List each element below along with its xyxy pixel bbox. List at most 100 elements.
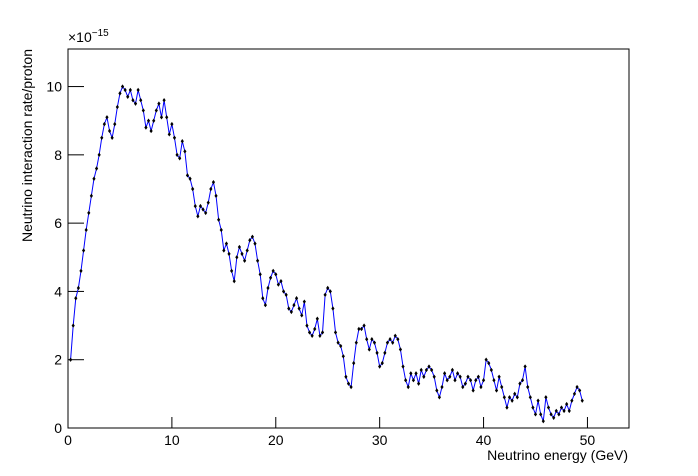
data-point xyxy=(500,384,504,390)
data-point xyxy=(349,384,353,390)
data-point xyxy=(578,388,582,393)
x-axis-label: Neutrino energy (GeV) xyxy=(487,447,628,463)
data-point xyxy=(354,340,358,345)
data-point xyxy=(281,289,286,294)
data-point xyxy=(526,384,530,390)
data-point xyxy=(139,98,143,103)
x-tick-label: 20 xyxy=(268,432,284,448)
y-tick-label: 8 xyxy=(54,147,62,163)
data-point xyxy=(396,337,400,342)
data-point xyxy=(474,377,478,383)
data-point xyxy=(110,135,114,140)
data-point xyxy=(201,207,205,212)
data-point xyxy=(300,313,304,318)
data-point xyxy=(580,398,584,403)
data-point xyxy=(175,152,179,158)
data-point xyxy=(370,337,374,342)
data-point xyxy=(341,354,345,359)
data-point xyxy=(557,412,561,417)
data-point xyxy=(507,395,512,400)
data-point xyxy=(100,135,104,140)
data-point xyxy=(128,87,132,93)
y-tick-label: 0 xyxy=(54,420,62,436)
data-point xyxy=(118,91,122,96)
data-point xyxy=(520,377,525,383)
data-point xyxy=(217,217,221,222)
data-point xyxy=(131,98,135,103)
data-point xyxy=(352,360,356,366)
data-point xyxy=(159,115,164,120)
data-point xyxy=(294,296,299,301)
data-point xyxy=(318,333,322,339)
data-point xyxy=(437,395,442,400)
y-tick-label: 2 xyxy=(54,352,62,368)
data-point xyxy=(149,128,153,134)
data-point xyxy=(365,337,369,342)
data-point xyxy=(232,278,236,284)
data-point xyxy=(94,166,99,171)
data-point xyxy=(152,118,156,123)
data-point xyxy=(113,121,117,127)
data-point xyxy=(533,412,538,417)
data-point xyxy=(310,333,314,339)
data-point xyxy=(442,371,447,376)
x-tick-label: 30 xyxy=(372,432,388,448)
data-point xyxy=(328,289,332,294)
data-point xyxy=(476,374,480,379)
data-point xyxy=(336,340,340,345)
data-point xyxy=(326,285,330,291)
data-point xyxy=(68,357,73,362)
data-point xyxy=(74,296,78,301)
data-point xyxy=(489,367,493,373)
data-point xyxy=(240,251,244,257)
data-point xyxy=(344,374,348,379)
data-point xyxy=(146,118,151,123)
data-point xyxy=(536,398,540,403)
data-point xyxy=(191,186,195,192)
data-point xyxy=(261,296,265,301)
data-point xyxy=(102,121,106,127)
data-point xyxy=(235,255,239,260)
data-point xyxy=(165,115,169,120)
data-point xyxy=(305,323,309,328)
data-point xyxy=(468,377,473,383)
data-point xyxy=(414,371,418,376)
data-point xyxy=(302,299,306,304)
data-point xyxy=(552,415,556,420)
data-point xyxy=(559,405,564,410)
data-point xyxy=(271,268,275,274)
data-point xyxy=(289,309,293,315)
data-point xyxy=(209,186,213,192)
data-point xyxy=(230,268,234,274)
data-point xyxy=(115,104,119,110)
data-point xyxy=(183,149,187,154)
data-point xyxy=(224,241,229,246)
data-point xyxy=(461,384,465,390)
data-point xyxy=(141,108,145,113)
data-point xyxy=(97,152,101,158)
data-point xyxy=(214,193,218,199)
data-point xyxy=(276,282,280,287)
data-point xyxy=(255,258,260,263)
data-point xyxy=(572,391,577,397)
data-point xyxy=(362,323,366,328)
data-point xyxy=(359,326,364,332)
data-point xyxy=(136,87,140,93)
data-point xyxy=(411,377,416,383)
data-point xyxy=(481,377,486,383)
data-point xyxy=(458,374,462,379)
data-point xyxy=(279,278,283,284)
data-point xyxy=(471,388,475,393)
data-point xyxy=(245,248,249,253)
data-point xyxy=(544,395,548,400)
multiplier-base: ×10 xyxy=(68,29,92,45)
data-point xyxy=(320,330,325,335)
data-point xyxy=(188,176,192,181)
data-point xyxy=(479,384,483,390)
data-point xyxy=(448,374,452,379)
data-point xyxy=(380,360,384,366)
data-point xyxy=(505,405,509,410)
data-point xyxy=(154,108,158,113)
data-point xyxy=(518,381,522,386)
data-point xyxy=(81,248,86,253)
